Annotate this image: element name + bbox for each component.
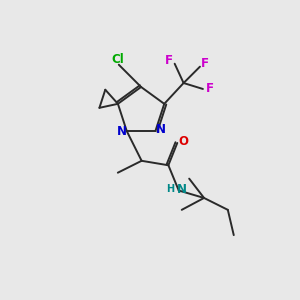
Text: N: N	[177, 182, 187, 196]
Text: N: N	[117, 124, 127, 138]
Text: Cl: Cl	[111, 53, 124, 66]
Text: F: F	[201, 57, 209, 70]
Text: F: F	[165, 54, 173, 67]
Text: H: H	[167, 184, 175, 194]
Text: O: O	[179, 135, 189, 148]
Text: N: N	[156, 123, 166, 136]
Text: F: F	[206, 82, 213, 95]
